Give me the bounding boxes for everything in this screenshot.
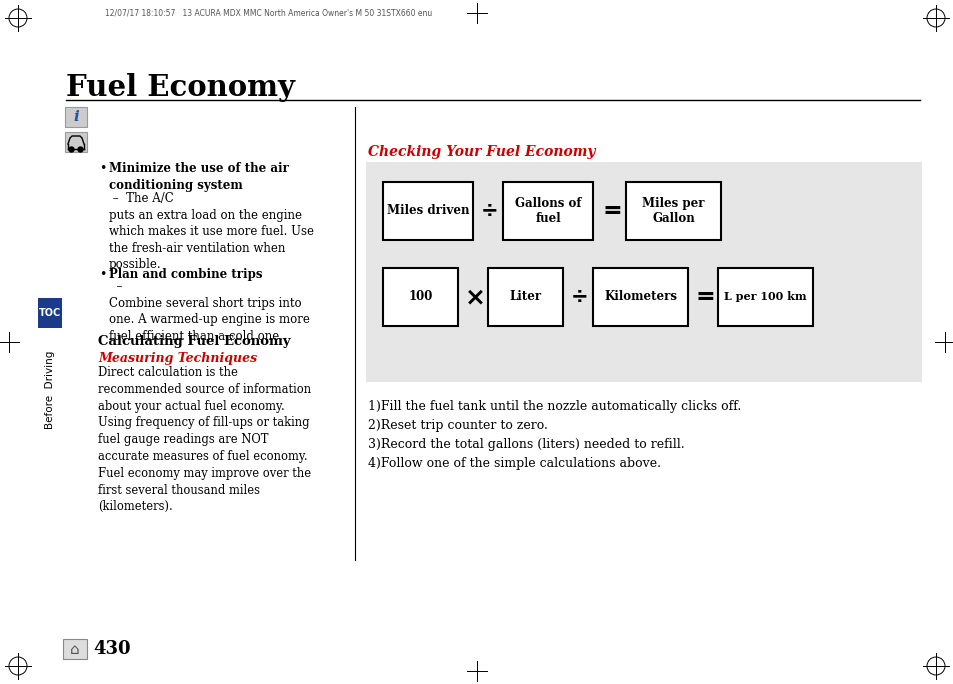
Text: •: • xyxy=(99,268,107,281)
Bar xyxy=(502,182,593,240)
Text: ×: × xyxy=(464,285,485,309)
Text: Measuring Techniques: Measuring Techniques xyxy=(98,352,257,365)
Bar xyxy=(63,639,87,659)
Text: L per 100 km: L per 100 km xyxy=(723,291,806,302)
Text: –
Combine several short trips into
one. A warmed-up engine is more
fuel efficien: – Combine several short trips into one. … xyxy=(109,280,310,343)
Text: Checking Your Fuel Economy: Checking Your Fuel Economy xyxy=(368,145,595,159)
Text: ÷: ÷ xyxy=(571,287,588,307)
Text: 12/07/17 18:10:57   13 ACURA MDX MMC North America Owner's M 50 31STX660 enu: 12/07/17 18:10:57 13 ACURA MDX MMC North… xyxy=(105,8,432,18)
Text: Gallons of
fuel: Gallons of fuel xyxy=(515,197,580,225)
Text: •: • xyxy=(99,162,107,175)
Circle shape xyxy=(69,147,74,152)
Text: Miles per
Gallon: Miles per Gallon xyxy=(641,197,704,225)
Text: 4)Follow one of the simple calculations above.: 4)Follow one of the simple calculations … xyxy=(368,457,660,470)
Text: 100: 100 xyxy=(408,291,433,304)
Text: Minimize the use of the air
conditioning system: Minimize the use of the air conditioning… xyxy=(109,162,289,192)
Text: ⌂: ⌂ xyxy=(71,642,80,657)
Text: Miles driven: Miles driven xyxy=(386,205,469,218)
Bar xyxy=(382,182,473,240)
Text: 2)Reset trip counter to zero.: 2)Reset trip counter to zero. xyxy=(368,419,547,432)
Text: 3)Record the total gallons (liters) needed to refill.: 3)Record the total gallons (liters) need… xyxy=(368,438,684,451)
Circle shape xyxy=(78,147,83,152)
Bar xyxy=(382,268,457,326)
Text: 1)Fill the fuel tank until the nozzle automatically clicks off.: 1)Fill the fuel tank until the nozzle au… xyxy=(368,400,740,413)
Bar xyxy=(366,162,921,382)
Text: Plan and combine trips: Plan and combine trips xyxy=(109,268,262,281)
Text: –  The A/C
puts an extra load on the engine
which makes it use more fuel. Use
th: – The A/C puts an extra load on the engi… xyxy=(109,192,314,271)
Text: 430: 430 xyxy=(92,640,131,658)
Text: Kilometers: Kilometers xyxy=(603,291,677,304)
Text: Calculating Fuel Economy: Calculating Fuel Economy xyxy=(98,335,291,348)
Bar xyxy=(718,268,812,326)
Text: i: i xyxy=(73,110,79,124)
Text: Direct calculation is the
recommended source of information
about your actual fu: Direct calculation is the recommended so… xyxy=(98,366,311,514)
Text: Liter: Liter xyxy=(509,291,541,304)
Bar xyxy=(38,298,62,328)
Text: =: = xyxy=(601,199,621,223)
Bar xyxy=(625,182,720,240)
Text: TOC: TOC xyxy=(39,308,61,318)
Text: ÷: ÷ xyxy=(480,201,498,221)
Bar xyxy=(65,107,87,127)
Text: Fuel Economy: Fuel Economy xyxy=(66,73,294,101)
Bar xyxy=(593,268,687,326)
Bar xyxy=(488,268,562,326)
Text: Before  Driving: Before Driving xyxy=(45,351,55,429)
Text: =: = xyxy=(695,285,714,309)
Bar xyxy=(65,132,87,152)
